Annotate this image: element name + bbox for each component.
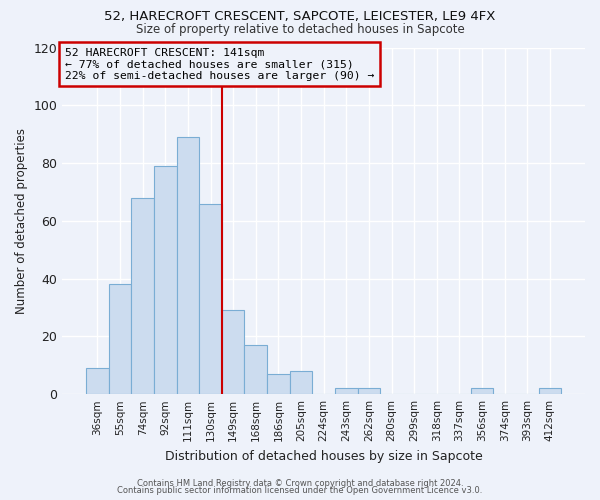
Bar <box>335 388 358 394</box>
X-axis label: Distribution of detached houses by size in Sapcote: Distribution of detached houses by size … <box>165 450 482 462</box>
Bar <box>267 374 290 394</box>
Bar <box>154 166 176 394</box>
Bar <box>131 198 154 394</box>
Bar <box>471 388 493 394</box>
Text: 52, HARECROFT CRESCENT, SAPCOTE, LEICESTER, LE9 4FX: 52, HARECROFT CRESCENT, SAPCOTE, LEICEST… <box>104 10 496 23</box>
Text: Contains HM Land Registry data © Crown copyright and database right 2024.: Contains HM Land Registry data © Crown c… <box>137 478 463 488</box>
Bar <box>222 310 244 394</box>
Bar <box>109 284 131 394</box>
Text: 52 HARECROFT CRESCENT: 141sqm
← 77% of detached houses are smaller (315)
22% of : 52 HARECROFT CRESCENT: 141sqm ← 77% of d… <box>65 48 374 80</box>
Y-axis label: Number of detached properties: Number of detached properties <box>15 128 28 314</box>
Bar <box>539 388 561 394</box>
Bar <box>244 345 267 394</box>
Bar <box>176 137 199 394</box>
Bar <box>199 204 222 394</box>
Text: Contains public sector information licensed under the Open Government Licence v3: Contains public sector information licen… <box>118 486 482 495</box>
Text: Size of property relative to detached houses in Sapcote: Size of property relative to detached ho… <box>136 22 464 36</box>
Bar <box>86 368 109 394</box>
Bar <box>290 371 313 394</box>
Bar <box>358 388 380 394</box>
